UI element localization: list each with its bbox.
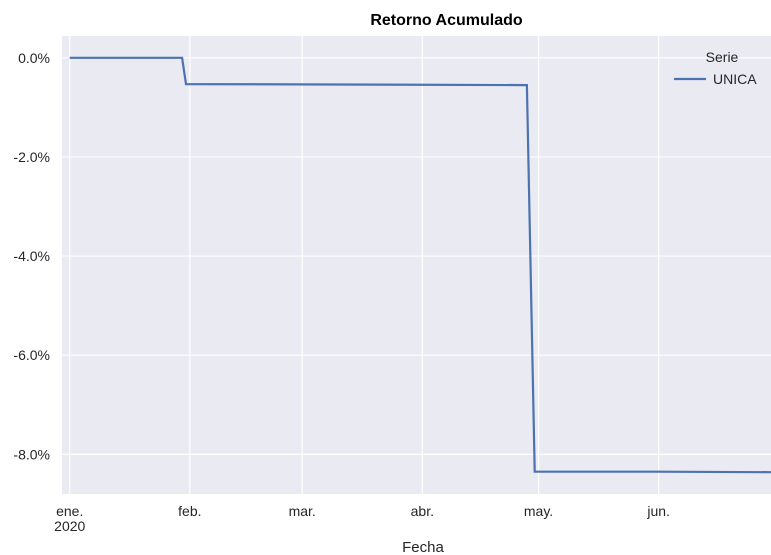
series-line-unica: [69, 56, 771, 474]
legend-title: Serie: [706, 49, 739, 65]
y-axis: 0.0% -2.0% -4.0% -6.0% -8.0%: [13, 50, 50, 463]
x-tick-label: jun.: [646, 503, 670, 519]
x-tick-label: mar.: [289, 503, 316, 519]
x-tick-label: feb.: [178, 503, 201, 519]
x-axis: ene.2020 feb. mar. abr. may. jun.: [54, 503, 670, 534]
x-axis-label: Fecha: [402, 539, 444, 555]
plot-area: [62, 36, 771, 494]
legend: Serie UNICA: [674, 49, 757, 87]
x-tick-sublabel: 2020: [54, 518, 85, 534]
y-tick-label: -4.0%: [13, 248, 50, 264]
grid: [62, 36, 771, 494]
y-tick-label: -8.0%: [13, 446, 50, 462]
x-tick-label: ene.: [56, 503, 83, 519]
x-tick-label: may.: [524, 503, 553, 519]
x-tick-label: abr.: [411, 503, 434, 519]
y-tick-label: 0.0%: [18, 50, 50, 66]
chart-title: Retorno Acumulado: [370, 12, 523, 29]
y-tick-label: -6.0%: [13, 347, 50, 363]
y-tick-label: -2.0%: [13, 149, 50, 165]
series-layer: [69, 56, 771, 474]
legend-label: UNICA: [713, 71, 757, 87]
